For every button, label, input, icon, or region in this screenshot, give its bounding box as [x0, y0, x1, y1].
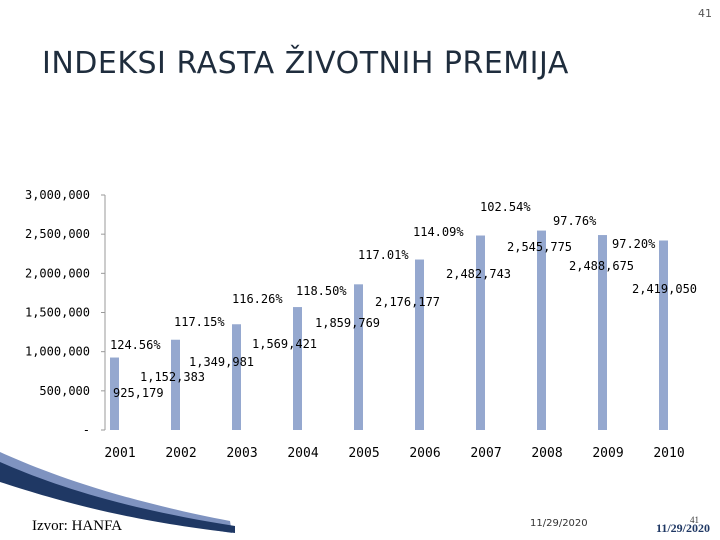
decorative-swoosh-light — [0, 452, 232, 533]
x-tick-label: 2009 — [592, 446, 623, 461]
x-tick-label: 2002 — [165, 446, 196, 461]
value-label: 1,569,421 — [252, 337, 317, 351]
x-tick-label: 2010 — [653, 446, 684, 461]
bar — [110, 357, 119, 430]
bar — [659, 240, 668, 430]
y-tick-label: 2,000,000 — [25, 266, 90, 280]
value-label: 2,545,775 — [507, 240, 572, 254]
bar — [171, 339, 180, 430]
data-labels: 2001 925,179 2002 1,152,383 2003 1,349,981 200… — [104, 200, 697, 461]
growth-index-label: 117.15% — [174, 315, 225, 329]
footer-slide-number: 41 — [690, 515, 699, 525]
growth-index-label: 102.54% — [480, 200, 531, 214]
bar — [354, 284, 363, 430]
x-tick-label: 2006 — [409, 446, 440, 461]
value-label: 1,152,383 — [140, 370, 205, 384]
footer-date: 11/29/2020 — [530, 518, 588, 529]
source-note: Izvor: HANFA — [32, 518, 123, 534]
bar-series — [110, 230, 668, 430]
footer-date-secondary: 11/29/2020 — [656, 521, 711, 535]
y-tick-label: 2,500,000 — [25, 227, 90, 241]
value-label: 2,488,675 — [569, 259, 634, 273]
growth-index-label: 124.56% — [110, 338, 161, 352]
chart-axes: - 500,000 1,000,000 1,500,000 2,000,000 2,500… — [25, 188, 106, 437]
y-tick-label: 1,500,000 — [25, 306, 90, 320]
x-tick-label: 2001 — [104, 446, 135, 461]
x-tick-label: 2004 — [287, 446, 318, 461]
value-label: 1,349,981 — [189, 355, 254, 369]
growth-index-label: 116.26% — [232, 292, 283, 306]
value-label: 2,176,177 — [375, 295, 440, 309]
x-tick-label: 2005 — [348, 446, 379, 461]
growth-index-label: 97.76% — [553, 214, 597, 228]
value-label: 2,482,743 — [446, 267, 511, 281]
slide-decoration — [0, 452, 235, 533]
y-tick-label: - — [83, 423, 90, 437]
y-tick-label: 1,000,000 — [25, 345, 90, 359]
value-label: 1,859,769 — [315, 316, 380, 330]
bar — [598, 235, 607, 430]
page-number: 41 — [698, 7, 712, 20]
y-tick-label: 3,000,000 — [25, 188, 90, 202]
page-title: INDEKSI RASTA ŽIVOTNIH PREMIJA — [42, 46, 569, 81]
x-tick-label: 2003 — [226, 446, 257, 461]
y-tick-label: 500,000 — [39, 384, 90, 398]
bar — [293, 307, 302, 430]
growth-index-label: 97.20% — [612, 237, 656, 251]
growth-index-label: 117.01% — [358, 248, 409, 262]
x-tick-label: 2008 — [531, 446, 562, 461]
bar — [415, 259, 424, 430]
x-tick-label: 2007 — [470, 446, 501, 461]
decorative-swoosh-dark — [0, 462, 235, 533]
growth-index-label: 114.09% — [413, 225, 464, 239]
value-label: 2,419,050 — [632, 282, 697, 296]
growth-index-label: 118.50% — [296, 284, 347, 298]
bar — [537, 230, 546, 430]
bar — [232, 324, 241, 430]
bar — [476, 235, 485, 430]
value-label: 925,179 — [113, 386, 164, 400]
